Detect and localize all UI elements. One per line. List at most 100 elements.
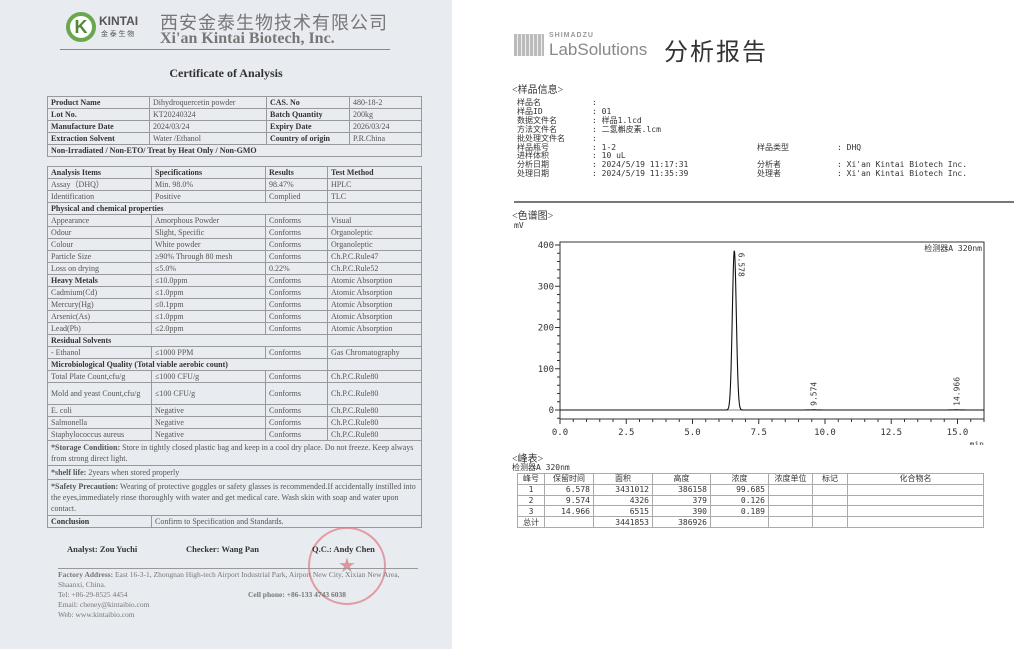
checker-signature: Checker: Wang Pan [186,544,260,554]
peak-row: 3 14.966 6515 390 0.189 [517,505,984,518]
certificate-body: Product Name Dihydroquercetin powder CAS. … [47,96,422,620]
analysis-row: Staphylococcus aureus Negative Conforms Ch.… [47,428,422,441]
result: Conforms [265,298,328,311]
analysis-item: Odour [47,226,152,239]
x-tick-label: 2.5 [618,428,634,438]
peak-row: 总计 3441853 386926 [517,516,984,528]
analysis-row: Particle Size ≥90% Through 80 mesh Conform… [47,250,422,263]
logo-subtext: 金 泰 生 物 [101,30,135,38]
info-value: : 样品1.lcd [592,115,642,125]
specification: ≥90% Through 80 mesh [151,250,266,263]
sample-info: 样品名: 样品ID: 01 数据文件名: 样品1.lcd 方法文件名: 二氢槲皮素.l… [517,98,1007,179]
result: Conforms [265,346,328,359]
qc-signature: Q.C.: Andy Chen [312,544,375,554]
test-method: Ch.P.C.Rule80 [327,416,422,429]
safety-text: Wearing of protective goggles or safety … [51,482,416,513]
analysis-item: - Ethanol [47,346,152,359]
y-tick-label: 100 [538,365,554,375]
x-tick-label: 0.0 [552,428,568,438]
info-label: 方法文件名 [517,124,557,134]
analysis-row: Salmonella Negative Conforms Ch.P.C.Rule80 [47,416,422,429]
info-label: CAS. No [266,96,350,109]
result: Conforms [265,370,328,383]
x-tick-label: 10.0 [814,428,836,438]
result: Conforms [265,310,328,323]
concentration: 99.685 [710,483,769,496]
concentration-unit [768,483,813,496]
test-method: Atomic Absorption [327,298,422,311]
info-value: KT20240324 [149,108,267,121]
mark [812,483,848,496]
info-label: 样品名 [517,98,541,107]
info-value: 480-18-2 [349,96,422,109]
factory-address: East 16-3-1, Zhongnan High-tech Airport … [58,570,400,589]
section-row: Microbiological Quality (Total viable ae… [47,358,422,371]
result: Complied [265,190,328,203]
section-divider [514,201,1014,203]
brand-name: LabSolutions [549,40,648,59]
analysis-row: Identification Positive Complied TLC [47,190,422,203]
info-label: Lot No. [47,108,150,121]
info-label: Manufacture Date [47,120,150,133]
test-method: Ch.P.C.Rule52 [327,262,422,275]
concentration [710,516,769,528]
company-name-cn: 西安金泰生物技术有限公司 [160,13,388,33]
empty-cell [327,358,422,371]
specification: Slight, Specific [151,226,266,239]
area: 3431012 [593,483,653,496]
retention-time: 9.574 [544,494,594,507]
analysis-row: Odour Slight, Specific Conforms Organolepti… [47,226,422,239]
info-label: Country of origin [266,132,350,145]
info-value-2: : DHQ [837,142,862,152]
product-info-table: Product Name Dihydroquercetin powder CAS. … [47,96,422,157]
analysis-row: Assay（DHQ） Min. 98.0% 98.47% HPLC [47,178,422,191]
peak-header-row: 峰号 保留时间 面积 高度 浓度 浓度单位 标记 化合物名 [517,473,984,485]
test-method: HPLC [327,178,422,191]
analysis-item: Mold and yeast Count,cfu/g [47,382,152,405]
brand-small: SHIMADZU [549,32,594,39]
specification: Negative [151,428,266,441]
shelf-life-row: *shelf life: 2years when stored properly [47,465,422,480]
column-header: Analysis Items [47,166,152,179]
test-method: Ch.P.C.Rule80 [327,404,422,417]
result: Conforms [265,428,328,441]
concentration-unit [768,516,813,528]
y-tick-label: 400 [538,241,554,251]
analysis-header-row: Analysis Items Specifications Results Test … [47,166,422,179]
shelf-label: *shelf life: [51,468,87,477]
info-label-2: 处理者 [757,169,781,179]
y-tick-label: 300 [538,282,554,292]
analysis-table: Analysis Items Specifications Results Test … [47,166,422,528]
info-value: 2026/03/24 [349,120,422,133]
analysis-row: Appearance Amorphous Powder Conforms Visual [47,214,422,227]
analysis-row: E. coli Negative Conforms Ch.P.C.Rule80 [47,404,422,417]
analysis-row: Mold and yeast Count,cfu/g ≤100 CFU/g Conf… [47,382,422,405]
info-value: : [592,98,597,107]
kintai-logo: K [66,12,96,42]
hplc-analysis-report: SHIMADZU LabSolutions 分析报告 <样品信息> 样品名: 样品… [452,0,1014,649]
concentration-unit [768,494,813,507]
section-row: Physical and chemical properties [47,202,422,215]
test-method: Ch.P.C.Rule80 [327,428,422,441]
product-info-row: Extraction Solvent Water /Ethanol Country … [47,132,422,145]
column-header: 保留时间 [544,473,594,485]
specification: ≤2.0ppm [151,322,266,335]
info-label: Product Name [47,96,150,109]
specification: Negative [151,404,266,417]
analysis-item: Mercury(Hg) [47,298,152,311]
info-label-2 [757,117,837,126]
shelf-text: 2years when stored properly [88,468,180,477]
peak-number: 3 [517,505,545,518]
product-info-row: Product Name Dihydroquercetin powder CAS. … [47,96,422,109]
analysis-row: Loss on drying ≤5.0% 0.22% Ch.P.C.Rule52 [47,262,422,275]
result: Conforms [265,250,328,263]
info-value: Dihydroquercetin powder [149,96,267,109]
result: Conforms [265,214,328,227]
x-tick-label: 7.5 [751,428,767,438]
column-header: 高度 [652,473,711,485]
result: Conforms [265,286,328,299]
peak-number: 1 [517,483,545,496]
specification: Negative [151,416,266,429]
analysis-row: Cadmium(Cd) ≤1.0ppm Conforms Atomic Absorpt… [47,286,422,299]
company-name-en: Xi'an Kintai Biotech, Inc. [160,30,335,47]
